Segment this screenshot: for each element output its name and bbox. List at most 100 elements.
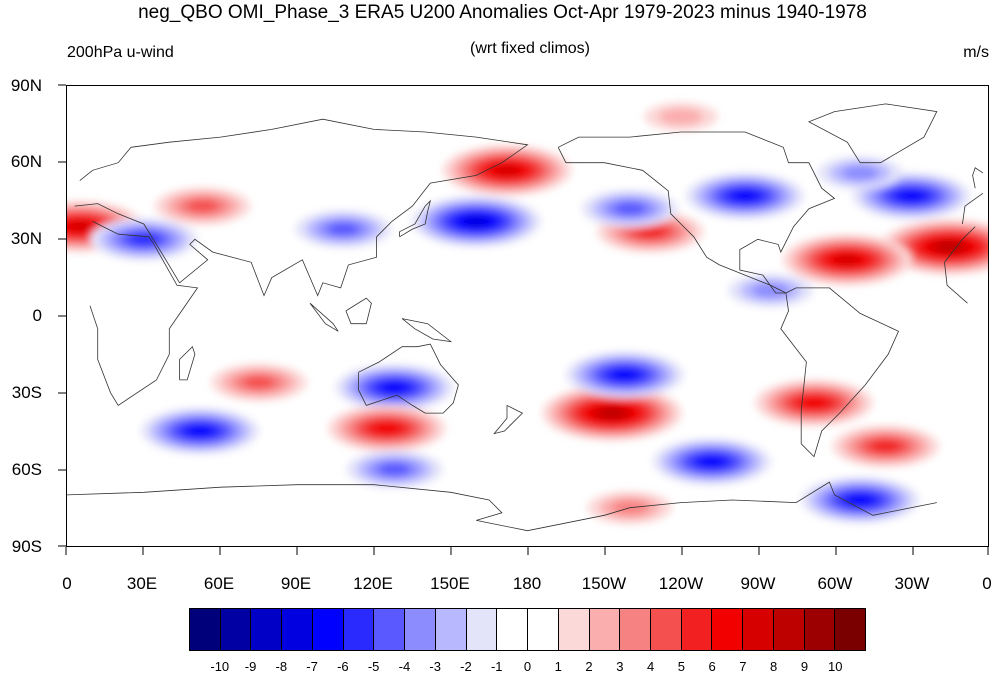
lat-label-eq: 0 — [32, 306, 42, 325]
coastline — [557, 131, 836, 294]
colorbar-label: 5 — [677, 659, 685, 674]
lat-label-30s: 30S — [11, 383, 42, 402]
colorbar-swatch — [466, 609, 498, 650]
negative-anomaly — [731, 190, 759, 202]
lon-label-0: 0 — [62, 574, 72, 593]
negative-anomaly — [897, 190, 925, 202]
colorbar-swatch — [712, 609, 744, 650]
negative-anomaly — [186, 425, 214, 437]
positive-anomaly — [494, 165, 520, 176]
negative-anomaly — [129, 233, 159, 246]
colorbar-label: -8 — [275, 659, 288, 674]
colorbar-label: -2 — [460, 659, 472, 674]
lat-label-90s: 90S — [11, 537, 42, 556]
coastline — [179, 345, 196, 381]
colorbar-swatch — [343, 609, 375, 650]
colorbar-label: -4 — [398, 659, 411, 674]
coastline — [89, 221, 976, 406]
colorbar-swatch — [804, 609, 836, 650]
colorbar-label: 0 — [523, 659, 532, 674]
colorbar-label: 9 — [800, 659, 809, 674]
colorbar-swatch — [497, 609, 529, 650]
colorbar-swatch — [312, 609, 344, 650]
center-subtitle: (wrt fixed climos) — [469, 40, 590, 57]
lon-label-180: 180 — [512, 574, 542, 593]
lon-label-120e: 120E — [353, 574, 393, 593]
lon-label-360: 0 — [982, 574, 992, 593]
negative-anomaly — [380, 382, 409, 393]
lon-label-60w: 60W — [817, 574, 853, 593]
coastline — [399, 199, 432, 238]
colorbar-swatch — [558, 609, 590, 650]
colorbar-label: -9 — [244, 659, 257, 674]
lat-label-60n: 60N — [10, 152, 42, 171]
left-subtitle: 200hPa u-wind — [67, 44, 174, 61]
lon-label-120w: 120W — [658, 574, 704, 593]
colorbar-swatch — [835, 609, 866, 650]
lat-label-30n: 30N — [10, 229, 42, 248]
colorbar-swatch — [773, 609, 805, 650]
lat-label-60s: 60S — [11, 460, 42, 479]
colorbar-label: 7 — [739, 659, 747, 674]
coastline — [74, 118, 984, 297]
colorbar-swatch — [620, 609, 652, 650]
colorbar-swatch — [681, 609, 713, 650]
colorbar-swatch — [282, 609, 313, 650]
coastline — [401, 318, 453, 343]
coastline — [345, 297, 372, 325]
colorbar-swatch — [589, 609, 621, 650]
lon-label-60e: 60E — [203, 574, 235, 593]
colorbar-label: -10 — [210, 659, 230, 674]
positive-anomaly — [871, 440, 901, 453]
coastline — [780, 287, 900, 458]
colorbar-label: -3 — [429, 659, 441, 674]
colorbar-label: 8 — [770, 659, 778, 674]
coastline — [358, 343, 459, 414]
positive-anomaly — [658, 108, 704, 126]
negative-anomaly — [611, 369, 639, 381]
negative-anomaly — [378, 463, 411, 476]
positive-anomaly — [800, 397, 828, 409]
positive-anomaly — [67, 221, 93, 232]
positive-anomaly — [242, 376, 275, 389]
negative-anomaly — [613, 202, 646, 215]
positive-anomaly — [937, 242, 963, 252]
colorbar-label: 10 — [827, 659, 843, 674]
negative-anomaly — [463, 216, 490, 227]
coastline — [493, 405, 524, 435]
negative-anomaly — [698, 456, 726, 468]
coastline — [972, 167, 984, 189]
colorbar-label: 2 — [585, 659, 593, 674]
colorbar-label: 3 — [616, 659, 624, 674]
map-title: neg_QBO OMI_Phase_3 ERA5 U200 Anomalies … — [138, 2, 867, 23]
coastlines — [67, 103, 984, 532]
colorbar-swatch — [528, 609, 559, 650]
coastline — [309, 302, 339, 332]
colorbar-label: -1 — [490, 659, 503, 674]
positive-anomaly — [834, 254, 861, 265]
lon-label-30e: 30E — [126, 574, 158, 593]
lon-label-150e: 150E — [430, 574, 470, 593]
negative-anomaly — [841, 165, 879, 180]
colorbar-label: 4 — [646, 659, 655, 674]
positive-anomaly — [599, 408, 625, 419]
coastline — [67, 481, 937, 532]
colorbar-swatch — [220, 609, 252, 650]
negative-anomaly — [327, 222, 360, 236]
lon-label-30w: 30W — [894, 574, 930, 593]
units-label: m/s — [963, 44, 989, 61]
negative-anomaly — [846, 494, 874, 506]
colorbar-swatch — [374, 609, 406, 650]
lat-label-90n: 90N — [10, 76, 42, 95]
colorbar-label: -5 — [367, 659, 380, 674]
positive-anomaly — [635, 225, 665, 238]
anomaly-field — [67, 102, 988, 525]
lon-label-150w: 150W — [581, 574, 627, 593]
colorbar-label: 1 — [554, 659, 562, 674]
colorbar-swatch — [190, 609, 221, 650]
positive-anomaly — [186, 199, 219, 213]
colorbar-swatch — [251, 609, 283, 650]
colorbar-swatch — [743, 609, 774, 650]
colorbar-label: 6 — [708, 659, 716, 674]
